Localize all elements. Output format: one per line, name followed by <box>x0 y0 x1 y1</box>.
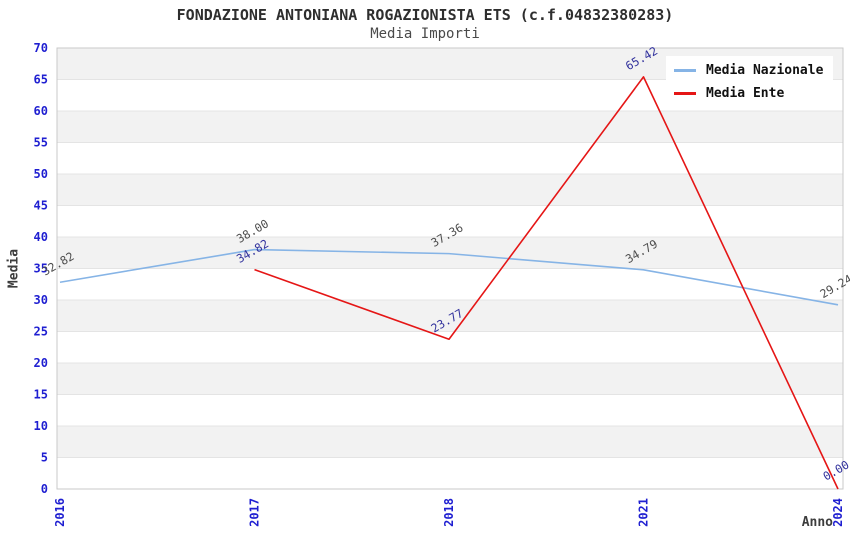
y-tick-label: 30 <box>34 293 48 307</box>
legend-line-icon <box>674 69 696 72</box>
y-tick-label: 70 <box>34 41 48 55</box>
grid-band <box>57 111 843 143</box>
y-tick-label: 50 <box>34 167 48 181</box>
y-axis-title: Media <box>6 248 22 289</box>
legend-item-media-ente: Media Ente <box>674 86 823 101</box>
x-tick-label: 2021 <box>637 498 651 527</box>
x-tick-label: 2018 <box>442 498 456 527</box>
grid-band <box>57 426 843 458</box>
grid-band <box>57 237 843 269</box>
x-tick-label: 2024 <box>831 498 845 527</box>
y-tick-label: 20 <box>34 356 48 370</box>
legend-item-media-nazionale: Media Nazionale <box>674 63 823 78</box>
y-tick-label: 0 <box>41 482 48 496</box>
grid-band <box>57 300 843 332</box>
x-axis-title: Anno <box>801 515 833 530</box>
y-tick-label: 35 <box>34 262 48 276</box>
grid-band <box>57 363 843 395</box>
y-tick-label: 5 <box>41 451 48 465</box>
y-tick-label: 60 <box>34 104 48 118</box>
legend-item-label: Media Nazionale <box>706 63 824 78</box>
y-tick-label: 15 <box>34 388 48 402</box>
legend-line-icon <box>674 92 696 95</box>
plot-border <box>56 47 844 490</box>
chart-title: FONDAZIONE ANTONIANA ROGAZIONISTA ETS (c… <box>176 6 674 24</box>
x-tick-label: 2016 <box>53 498 67 527</box>
y-tick-label: 55 <box>34 136 48 150</box>
legend: Media Nazionale Media Ente <box>666 56 834 108</box>
y-tick-label: 10 <box>34 419 48 433</box>
y-tick-label: 45 <box>34 199 48 213</box>
x-tick-label: 2017 <box>248 498 262 527</box>
series-line-media-ente <box>254 76 839 490</box>
grid-band <box>57 174 843 206</box>
series-line-media-nazionale <box>59 248 839 306</box>
data-point-label: 29.24 <box>818 272 850 301</box>
chart-subtitle: Media Importi <box>370 26 480 42</box>
y-tick-label: 25 <box>34 325 48 339</box>
y-tick-label: 40 <box>34 230 48 244</box>
y-tick-label: 65 <box>34 73 48 87</box>
legend-item-label: Media Ente <box>706 86 785 101</box>
